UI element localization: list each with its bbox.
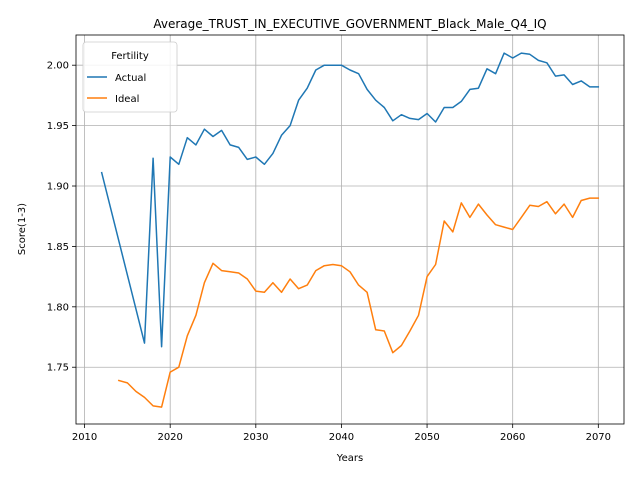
x-tick-label: 2050 <box>414 432 439 443</box>
legend-label-actual: Actual <box>115 73 146 84</box>
legend-label-ideal: Ideal <box>115 94 139 105</box>
y-tick-label: 1.75 <box>47 363 69 374</box>
legend-title: Fertility <box>111 51 149 62</box>
series-layer <box>100 52 600 408</box>
plot-frame <box>75 34 625 425</box>
y-tick-label: 1.90 <box>47 182 69 193</box>
y-tick-label: 1.95 <box>47 121 69 132</box>
x-tick-label: 2030 <box>243 432 268 443</box>
legend: Fertility Actual Ideal <box>82 41 178 113</box>
legend-box <box>82 41 178 113</box>
y-tick-label: 1.80 <box>47 302 69 313</box>
y-axis-label: Score(1-3) <box>17 203 28 255</box>
y-tick-label: 1.85 <box>47 242 69 253</box>
x-axis-label: Years <box>336 453 363 464</box>
series-line-ideal <box>117 197 600 408</box>
x-tick-label: 2070 <box>586 432 611 443</box>
x-tick-label: 2040 <box>329 432 354 443</box>
y-tick-label: 2.00 <box>47 61 69 72</box>
x-tick-label: 2020 <box>157 432 182 443</box>
x-tick-label: 2010 <box>72 432 97 443</box>
chart-title: Average_TRUST_IN_EXECUTIVE_GOVERNMENT_Bl… <box>153 17 546 31</box>
series-line-actual <box>100 52 600 348</box>
ticks: 2010 2020 2030 2040 2050 2060 2070 1.75 1.80 1.85… <box>47 61 611 443</box>
x-tick-label: 2060 <box>500 432 525 443</box>
